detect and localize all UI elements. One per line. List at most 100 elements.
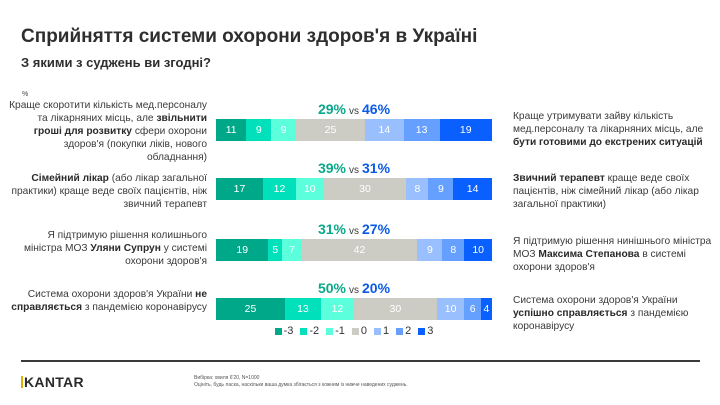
legend-item: 2 [396,325,411,337]
statement-emphasis: успішно справляється [513,308,628,319]
segment-value-label: 8 [450,244,457,256]
kantar-logo: KANTAR [24,374,84,390]
legend-label: 1 [383,325,390,337]
positive-total: 46% [362,101,391,117]
segment-value-label: 9 [280,124,287,136]
totals-comparison: 50% vs 20% [216,280,492,296]
negative-total: 31% [317,221,346,237]
segment-value-label: 25 [324,124,337,136]
bar-segment-1: 9 [417,239,443,261]
bar-segment-2: 8 [442,239,465,261]
segment-value-label: 42 [353,244,366,256]
unit-label: % [22,91,29,98]
statement-emphasis: звільнити гроші для розвитку [33,113,207,137]
segment-value-label: 13 [297,303,309,315]
segment-value-label: 6 [469,303,476,315]
segment-value-label: 19 [236,244,249,256]
bar-segment-2: 6 [464,298,481,320]
vs-label: vs [349,226,359,237]
footer-divider [21,360,700,362]
footer-note: Вибірка: хвиля 6'20, N=1000 Оцініть, буд… [194,375,408,389]
bar-segment--1: 12 [320,298,354,320]
right-statement: Краще утримувати зайву кількість мед.пер… [513,110,713,149]
legend-swatch-icon [274,327,282,335]
statement-emphasis: не справляється [11,289,207,313]
bar-segment--1: 7 [282,239,302,261]
segment-value-label: 30 [389,303,402,315]
bar-segment--2: 13 [285,298,321,320]
legend-swatch-icon [326,327,334,335]
statement-emphasis: бути готовими до екстрених ситуацій [513,137,703,148]
statement-text: в системі охорони здоров'я [513,249,686,273]
statement-text: Система охорони здоров'я України [27,289,196,300]
bar-segment--1: 10 [296,178,324,200]
totals-comparison: 39% vs 31% [216,160,492,176]
bar-segment--3: 19 [216,239,269,261]
left-statement: Сімейний лікар (або лікар загальної прак… [7,172,207,211]
stacked-bar: 11 9 9 25 14 13 19 [216,119,492,141]
bar-segment--2: 9 [246,119,272,141]
right-statement: Система охорони здоров'я України успішно… [513,294,713,333]
bar-segment-3: 4 [480,298,492,320]
negative-total: 39% [317,160,346,176]
statement-emphasis: Звичний терапевт [513,173,605,184]
legend-label: -3 [283,325,294,337]
statement-text: Краще скоротити кількість мед.персоналу … [9,100,207,124]
bar-segment-3: 19 [439,119,492,141]
bar-segment-3: 14 [453,178,492,200]
statement-text: з пандемією коронавірусу [513,308,689,332]
legend-swatch-icon [300,327,308,335]
right-statement: Звичний терапевт краще веде своїх пацієн… [513,172,713,211]
bar-segment--3: 25 [216,298,285,320]
totals-comparison: 29% vs 46% [216,101,492,117]
logo-accent-icon [21,376,23,388]
legend-label: 3 [427,325,434,337]
page-subtitle: З якими з суджень ви згодні? [21,55,211,70]
positive-total: 27% [362,221,391,237]
segment-value-label: 19 [459,124,472,136]
segment-value-label: 30 [359,183,371,195]
totals-comparison: 31% vs 27% [216,221,492,237]
segment-value-label: 10 [472,244,484,256]
bar-segment-0: 30 [353,298,437,320]
stacked-bar: 25 13 12 30 10 6 4 [216,298,492,320]
segment-value-label: 9 [255,124,262,136]
stacked-bar: 19 5 7 42 9 8 10 [216,239,492,261]
right-statement: Я підтримую рішення нинішнього міністра … [513,235,713,274]
bar-segment-1: 14 [365,119,404,141]
vs-label: vs [349,106,359,117]
segment-value-label: 12 [331,303,344,315]
statement-text: сфери охорони здоров'я (покупки ліків, н… [63,126,207,163]
segment-value-label: 14 [378,124,391,136]
statement-emphasis: Максима Степанова [538,249,640,260]
segment-value-label: 5 [272,244,279,256]
statement-text: Я підтримую рішення нинішнього міністра … [513,236,712,260]
bar-segment-2: 9 [428,178,454,200]
sample-note: Вибірка: хвиля 6'20, N=1000 [194,375,260,381]
legend-swatch-icon [418,327,426,335]
segment-value-label: 10 [303,183,316,195]
legend-swatch-icon [374,327,382,335]
bar-segment-3: 10 [464,239,492,261]
legend-swatch-icon [351,327,359,335]
statement-emphasis: Уляни Супрун [90,243,161,254]
segment-value-label: 10 [444,303,457,315]
statement-text: Краще утримувати зайву кількість мед.пер… [513,111,704,135]
left-statement: Краще скоротити кількість мед.персоналу … [7,99,207,164]
positive-total: 31% [362,160,391,176]
statement-text: Система охорони здоров'я України [513,295,678,306]
segment-value-label: 9 [426,244,433,256]
negative-total: 29% [317,101,346,117]
page-title: Сприйняття системи охорони здоров'я в Ук… [21,26,478,47]
bar-segment-0: 25 [296,119,366,141]
question-note: Оцініть, будь ласка, наскільки ваша думк… [194,382,408,388]
statement-text: у системі охорони здоров'я [125,243,207,267]
segment-value-label: 12 [273,183,286,195]
segment-value-label: 14 [466,183,479,195]
legend-item: 1 [374,325,389,337]
segment-value-label: 25 [244,303,257,315]
statement-text: краще веде своїх пацієнтів, ніж сімейний… [513,173,699,210]
chart-legend: -3 -2 -1 0 1 2 3 [216,325,492,337]
segment-value-label: 4 [483,303,490,315]
bar-segment-0: 42 [301,239,418,261]
